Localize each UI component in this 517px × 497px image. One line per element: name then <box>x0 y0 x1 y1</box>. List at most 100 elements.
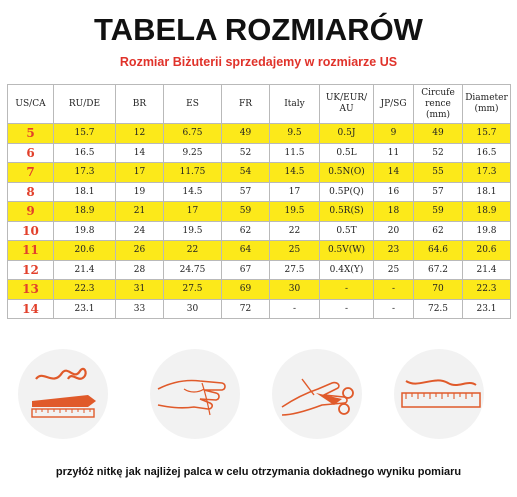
header-line: BR <box>132 98 147 109</box>
table-cell: 19.8 <box>462 220 511 241</box>
table-cell: - <box>373 298 414 319</box>
table-cell: 24.75 <box>163 259 222 280</box>
size-table: US/CA RU/DE BR ES FR Italy UK/EUR/AU JP/SG Circu… <box>7 84 511 319</box>
table-cell: 0.5L <box>319 142 374 163</box>
us-size-cell: 12 <box>7 259 54 280</box>
table-cell: 0.5P(Q) <box>319 181 374 202</box>
us-size-cell: 6 <box>7 142 54 163</box>
table-cell: 9.5 <box>269 123 320 144</box>
table-cell: 57 <box>413 181 463 202</box>
table-header-cell: US/CA <box>7 84 54 124</box>
table-cell: 18.9 <box>53 201 116 222</box>
table-cell: 59 <box>413 201 463 222</box>
header-line: Diameter <box>465 93 508 103</box>
table-cell: 0.5V(W) <box>319 240 374 261</box>
us-size-cell: 11 <box>7 240 54 261</box>
us-size-cell: 10 <box>7 220 54 241</box>
table-cell: 57 <box>221 181 270 202</box>
table-cell: 17.3 <box>462 162 511 183</box>
table-cell: - <box>319 279 374 300</box>
table-cell: 23 <box>373 240 414 261</box>
thread-pen-icon <box>18 349 108 439</box>
us-size-cell: 5 <box>7 123 54 144</box>
table-cell: - <box>319 298 374 319</box>
table-cell: 70 <box>413 279 463 300</box>
table-header-cell: ES <box>163 84 222 124</box>
page-subtitle: Rozmiar Biżuterii sprzedajemy w rozmiarz… <box>119 55 398 69</box>
table-cell: 11 <box>373 142 414 163</box>
measurement-instructions <box>0 349 517 449</box>
table-cell: 21.4 <box>53 259 116 280</box>
header-line: US/CA <box>15 98 46 109</box>
table-cell: 67.2 <box>413 259 463 280</box>
table-cell: 72 <box>221 298 270 319</box>
table-cell: 55 <box>413 162 463 183</box>
table-header-cell: Circufe rence (mm) <box>413 84 463 124</box>
table-cell: 30 <box>269 279 320 300</box>
table-cell: 17 <box>163 201 222 222</box>
header-unit: (mm) <box>474 104 499 114</box>
table-cell: 27.5 <box>163 279 222 300</box>
table-cell: 17.3 <box>53 162 116 183</box>
table-cell: 59 <box>221 201 270 222</box>
ruler-icon <box>394 349 484 439</box>
table-cell: 23.1 <box>462 298 511 319</box>
table-cell: 14 <box>115 142 164 163</box>
table-row: 10 19.8 24 19.5 62 22 0.5T 20 62 19.8 <box>7 220 511 241</box>
table-row: 6 16.5 14 9.25 52 11.5 0.5L 11 52 16.5 <box>7 142 511 163</box>
table-cell: 52 <box>221 142 270 163</box>
table-cell: 24 <box>115 220 164 241</box>
table-header-row: US/CA RU/DE BR ES FR Italy UK/EUR/AU JP/SG Circu… <box>7 84 511 124</box>
table-cell: 22 <box>269 220 320 241</box>
table-cell: 0.5N(O) <box>319 162 374 183</box>
table-cell: 9 <box>373 123 414 144</box>
table-row: 8 18.1 19 14.5 57 17 0.5P(Q) 16 57 18.1 <box>7 181 511 202</box>
header-line: ES <box>186 98 199 109</box>
table-cell: 20.6 <box>53 240 116 261</box>
table-cell: 28 <box>115 259 164 280</box>
us-size-cell: 14 <box>7 298 54 319</box>
table-cell: 17 <box>115 162 164 183</box>
table-cell: 64 <box>221 240 270 261</box>
table-header-cell: JP/SG <box>373 84 414 124</box>
table-cell: 20 <box>373 220 414 241</box>
table-cell: 62 <box>413 220 463 241</box>
page-title: TABELA ROZMIARÓW <box>94 12 423 47</box>
table-row: 9 18.9 21 17 59 19.5 0.5R(S) 18 59 18.9 <box>7 201 511 222</box>
table-header-cell: BR <box>115 84 164 124</box>
table-cell: 15.7 <box>53 123 116 144</box>
table-cell: 14.5 <box>269 162 320 183</box>
table-cell: - <box>373 279 414 300</box>
table-cell: 0.5R(S) <box>319 201 374 222</box>
table-cell: 19 <box>115 181 164 202</box>
table-cell: 22 <box>163 240 222 261</box>
header-line-2: AU <box>339 104 354 114</box>
table-cell: 26 <box>115 240 164 261</box>
header-line: JP/SG <box>380 98 407 109</box>
header-line: Circufe <box>421 87 455 98</box>
table-cell: 16.5 <box>53 142 116 163</box>
table-cell: 31 <box>115 279 164 300</box>
table-header-cell: UK/EUR/AU <box>319 84 374 124</box>
table-cell: 16.5 <box>462 142 511 163</box>
table-cell: 0.4X(Y) <box>319 259 374 280</box>
header-line: RU/DE <box>68 98 101 109</box>
table-cell: 19.8 <box>53 220 116 241</box>
table-cell: 20.6 <box>462 240 511 261</box>
us-size-cell: 9 <box>7 201 54 222</box>
hand-thread-icon <box>150 349 240 439</box>
table-cell: 11.75 <box>163 162 222 183</box>
table-cell: - <box>269 298 320 319</box>
table-cell: 69 <box>221 279 270 300</box>
table-cell: 49 <box>413 123 463 144</box>
table-row: 11 20.6 26 22 64 25 0.5V(W) 23 64.6 20.6 <box>7 240 511 261</box>
table-row: 14 23.1 33 30 72- - -72.5 23.1 <box>7 298 511 319</box>
table-cell: 27.5 <box>269 259 320 280</box>
table-cell: 33 <box>115 298 164 319</box>
table-cell: 11.5 <box>269 142 320 163</box>
us-size-cell: 8 <box>7 181 54 202</box>
table-cell: 12 <box>115 123 164 144</box>
table-cell: 54 <box>221 162 270 183</box>
table-cell: 22.3 <box>53 279 116 300</box>
header-unit: (mm) <box>425 109 451 120</box>
